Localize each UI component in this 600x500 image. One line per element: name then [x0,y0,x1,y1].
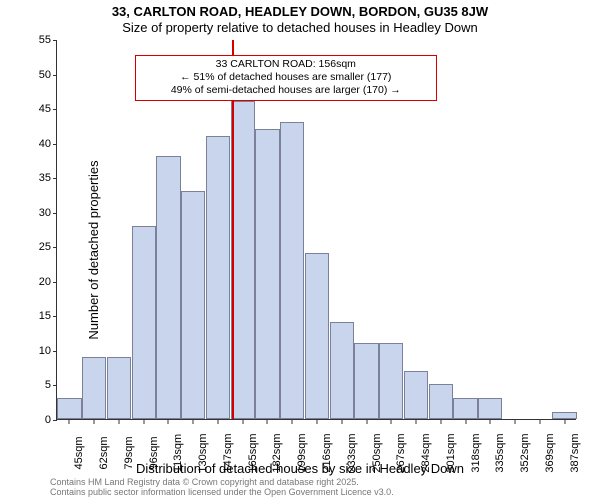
y-tick-mark [53,213,57,214]
x-tick-mark [465,420,466,424]
histogram-bar [255,129,279,419]
histogram-bar [552,412,576,419]
x-axis-label: Distribution of detached houses by size … [0,461,600,476]
annotation-box: 33 CARLTON ROAD: 156sqm← 51% of detached… [135,55,437,100]
attribution-footer: Contains HM Land Registry data © Crown c… [50,478,394,498]
histogram-bar [132,226,156,419]
histogram-bar [280,122,304,419]
histogram-bar [107,357,131,419]
y-tick-mark [53,109,57,110]
x-tick-mark [193,420,194,424]
y-tick-mark [53,316,57,317]
histogram-bar [57,398,81,419]
y-tick-mark [53,40,57,41]
x-tick-mark [564,420,565,424]
x-tick-mark [317,420,318,424]
y-tick-mark [53,178,57,179]
x-tick-mark [69,420,70,424]
x-tick-mark [391,420,392,424]
x-tick-mark [267,420,268,424]
histogram-bar [478,398,502,419]
y-tick-mark [53,385,57,386]
x-tick-mark [366,420,367,424]
x-tick-mark [94,420,95,424]
x-tick-mark [143,420,144,424]
histogram-bar [156,156,180,419]
y-tick-mark [53,247,57,248]
x-tick-mark [341,420,342,424]
annotation-line-1: 33 CARLTON ROAD: 156sqm [142,58,430,71]
chart-subtitle: Size of property relative to detached ho… [0,20,600,35]
histogram-bar [379,343,403,419]
annotation-line-2: ← 51% of detached houses are smaller (17… [142,71,430,84]
y-tick-mark [53,420,57,421]
chart-main-title: 33, CARLTON ROAD, HEADLEY DOWN, BORDON, … [0,4,600,19]
x-tick-mark [539,420,540,424]
x-tick-mark [490,420,491,424]
histogram-bar [429,384,453,419]
histogram-bar [453,398,477,419]
y-tick-mark [53,75,57,76]
x-tick-mark [242,420,243,424]
histogram-bar [231,101,255,419]
histogram-bar [404,371,428,419]
y-tick-mark [53,144,57,145]
histogram-bar [354,343,378,419]
x-tick-mark [292,420,293,424]
x-tick-mark [440,420,441,424]
histogram-bar [305,253,329,419]
histogram-bar [181,191,205,419]
y-tick-mark [53,351,57,352]
x-tick-mark [217,420,218,424]
x-tick-mark [118,420,119,424]
x-tick-mark [168,420,169,424]
x-tick-mark [515,420,516,424]
chart-container: 33, CARLTON ROAD, HEADLEY DOWN, BORDON, … [0,0,600,500]
histogram-bar [82,357,106,419]
plot-area: 051015202530354045505545sqm62sqm79sqm96s… [56,40,576,420]
footer-line-2: Contains public sector information licen… [50,488,394,498]
annotation-line-3: 49% of semi-detached houses are larger (… [142,84,430,97]
x-tick-mark [416,420,417,424]
y-tick-mark [53,282,57,283]
histogram-bar [330,322,354,419]
histogram-bar [206,136,230,419]
